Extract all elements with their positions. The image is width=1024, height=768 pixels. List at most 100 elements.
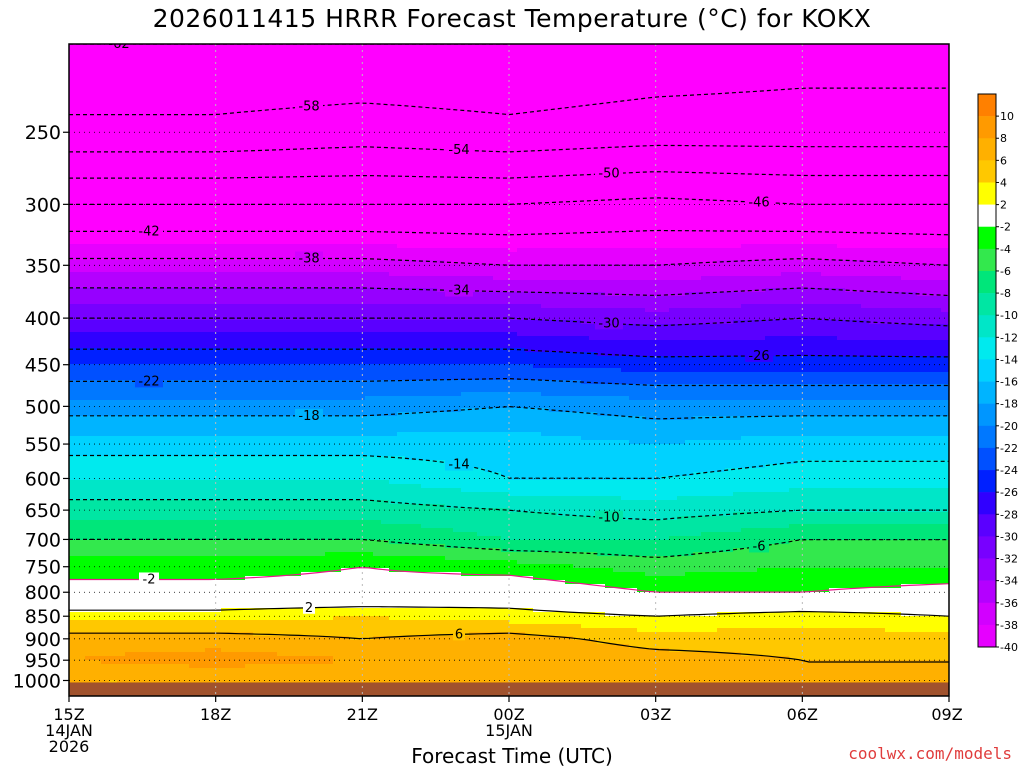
heat-cell xyxy=(213,604,222,609)
heat-cell xyxy=(229,84,238,89)
heat-cell xyxy=(165,244,174,249)
heat-cell xyxy=(109,276,118,281)
heat-cell xyxy=(197,464,206,469)
heat-cell xyxy=(205,224,214,229)
heat-cell xyxy=(109,396,118,401)
heat-cell xyxy=(141,676,150,681)
heat-cell xyxy=(253,584,262,589)
heat-cell xyxy=(85,564,94,569)
heat-cell xyxy=(229,164,238,169)
heat-cell xyxy=(149,468,158,473)
heat-cell xyxy=(133,52,142,57)
heat-cell xyxy=(293,560,302,565)
heat-cell xyxy=(293,232,302,237)
heat-cell xyxy=(197,124,206,129)
heat-cell xyxy=(189,64,198,69)
heat-cell xyxy=(253,252,262,257)
heat-cell xyxy=(261,236,270,241)
heat-cell xyxy=(269,248,278,253)
heat-cell xyxy=(77,616,86,621)
heat-cell xyxy=(197,288,206,293)
heat-cell xyxy=(109,440,118,445)
heat-cell xyxy=(109,368,118,373)
heat-cell xyxy=(173,192,182,197)
heat-cell xyxy=(165,572,174,577)
heat-cell xyxy=(301,392,310,397)
heat-cell xyxy=(133,304,142,309)
heat-cell xyxy=(173,368,182,373)
heat-cell xyxy=(101,312,110,317)
heat-cell xyxy=(229,384,238,389)
heat-cell xyxy=(301,368,310,373)
heat-cell xyxy=(245,308,254,313)
heat-cell xyxy=(269,72,278,77)
heat-cell xyxy=(125,52,134,57)
heat-cell xyxy=(85,244,94,249)
heat-cell xyxy=(133,512,142,517)
heat-cell xyxy=(253,100,262,105)
heat-cell xyxy=(133,88,142,93)
heat-cell xyxy=(141,428,150,433)
heat-cell xyxy=(117,92,126,97)
heat-cell xyxy=(157,96,166,101)
heat-cell xyxy=(93,528,102,533)
heat-cell xyxy=(173,604,182,609)
heat-cell xyxy=(261,488,270,493)
heat-cell xyxy=(69,480,78,485)
heat-cell xyxy=(189,476,198,481)
heat-cell xyxy=(165,292,174,297)
heat-cell xyxy=(189,92,198,97)
heat-cell xyxy=(221,60,230,65)
heat-cell xyxy=(189,472,198,477)
heat-cell xyxy=(125,660,134,665)
heat-cell xyxy=(261,484,270,489)
heat-cell xyxy=(221,140,230,145)
heat-cell xyxy=(141,144,150,149)
heat-cell xyxy=(293,268,302,273)
heat-cell xyxy=(157,308,166,313)
heat-cell xyxy=(117,208,126,213)
heat-cell xyxy=(293,368,302,373)
heat-cell xyxy=(197,472,206,477)
heat-cell xyxy=(221,524,230,529)
heat-cell xyxy=(229,124,238,129)
heat-cell xyxy=(197,120,206,125)
heat-cell xyxy=(261,468,270,473)
heat-cell xyxy=(109,444,118,449)
heat-cell xyxy=(293,372,302,377)
heat-cell xyxy=(253,324,262,329)
heat-cell xyxy=(237,648,246,653)
heat-cell xyxy=(181,560,190,565)
heat-cell xyxy=(261,672,270,677)
heat-cell xyxy=(125,136,134,141)
heat-cell xyxy=(293,340,302,345)
heat-cell xyxy=(109,180,118,185)
heat-cell xyxy=(277,184,286,189)
heat-cell xyxy=(197,580,206,585)
heat-cell xyxy=(165,180,174,185)
heat-cell xyxy=(277,368,286,373)
heat-cell xyxy=(149,240,158,245)
heat-cell xyxy=(69,532,78,537)
heat-cell xyxy=(213,480,222,485)
heat-cell xyxy=(141,480,150,485)
heat-cell xyxy=(285,248,294,253)
heat-cell xyxy=(125,544,134,549)
heat-cell xyxy=(293,288,302,293)
heat-cell xyxy=(181,492,190,497)
heat-cell xyxy=(117,380,126,385)
heat-cell xyxy=(93,520,102,525)
heat-cell xyxy=(77,368,86,373)
heat-cell xyxy=(181,68,190,73)
heat-cell xyxy=(181,600,190,605)
heat-cell xyxy=(109,124,118,129)
heat-cell xyxy=(285,552,294,557)
heat-cell xyxy=(101,240,110,245)
heat-cell xyxy=(229,128,238,133)
heat-cell xyxy=(101,152,110,157)
heat-cell xyxy=(205,524,214,529)
heat-cell xyxy=(237,216,246,221)
heat-cell xyxy=(133,292,142,297)
heat-cell xyxy=(245,312,254,317)
heat-cell xyxy=(149,532,158,537)
